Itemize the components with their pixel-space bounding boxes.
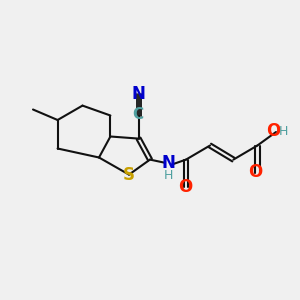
Text: O: O [248,163,263,181]
Text: N: N [161,154,175,172]
Text: H: H [279,125,288,138]
Text: H: H [163,169,173,182]
Text: O: O [178,178,193,196]
Text: N: N [131,85,145,103]
Text: O: O [266,122,281,140]
Text: C: C [132,107,144,122]
Text: S: S [123,166,135,184]
